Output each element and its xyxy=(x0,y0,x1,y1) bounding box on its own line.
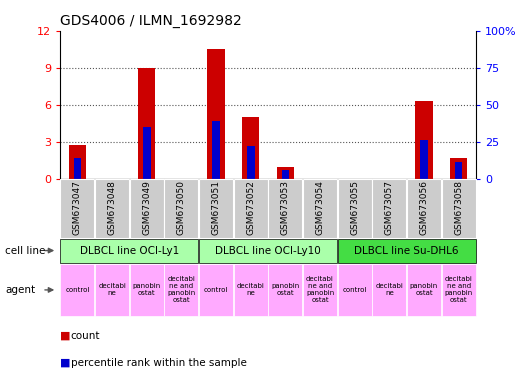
Bar xyxy=(199,238,337,263)
Bar xyxy=(61,179,95,238)
Text: decitabi
ne: decitabi ne xyxy=(237,283,265,296)
Text: decitabi
ne: decitabi ne xyxy=(98,283,126,296)
Text: decitabi
ne: decitabi ne xyxy=(376,283,403,296)
Text: GSM673055: GSM673055 xyxy=(350,180,359,235)
Bar xyxy=(234,179,268,238)
Bar xyxy=(268,263,302,316)
Bar xyxy=(69,145,86,179)
Bar xyxy=(338,238,475,263)
Text: decitabi
ne and
panobin
ostat: decitabi ne and panobin ostat xyxy=(167,276,196,303)
Text: decitabi
ne and
panobin
ostat: decitabi ne and panobin ostat xyxy=(445,276,473,303)
Bar xyxy=(164,179,198,238)
Text: GSM673057: GSM673057 xyxy=(385,180,394,235)
Bar xyxy=(61,238,198,263)
Bar xyxy=(407,263,441,316)
Bar xyxy=(199,179,233,238)
Bar xyxy=(138,68,155,179)
Bar xyxy=(268,179,302,238)
Bar xyxy=(164,263,198,316)
Bar xyxy=(130,263,164,316)
Bar xyxy=(242,117,259,179)
Bar xyxy=(450,157,467,179)
Text: decitabi
ne and
panobin
ostat: decitabi ne and panobin ostat xyxy=(306,276,334,303)
Bar xyxy=(303,179,337,238)
Text: control: control xyxy=(65,287,89,293)
Text: percentile rank within the sample: percentile rank within the sample xyxy=(71,358,246,368)
Text: cell line: cell line xyxy=(5,245,46,256)
Bar xyxy=(277,167,294,179)
Bar xyxy=(130,179,164,238)
Bar xyxy=(441,263,475,316)
Bar xyxy=(338,179,372,238)
Bar xyxy=(415,101,433,179)
Text: GDS4006 / ILMN_1692982: GDS4006 / ILMN_1692982 xyxy=(60,14,242,28)
Text: ■: ■ xyxy=(60,331,71,341)
Bar xyxy=(95,179,129,238)
Text: GSM673053: GSM673053 xyxy=(281,180,290,235)
Text: GSM673054: GSM673054 xyxy=(315,180,324,235)
Bar xyxy=(208,49,225,179)
Bar xyxy=(61,263,95,316)
Text: control: control xyxy=(204,287,228,293)
Bar xyxy=(281,170,289,179)
Text: GSM673047: GSM673047 xyxy=(73,180,82,235)
Bar xyxy=(338,263,372,316)
Bar xyxy=(95,263,129,316)
Bar xyxy=(74,158,81,179)
Bar xyxy=(199,263,233,316)
Text: agent: agent xyxy=(5,285,36,295)
Text: GSM673049: GSM673049 xyxy=(142,180,151,235)
Text: GSM673052: GSM673052 xyxy=(246,180,255,235)
Bar xyxy=(143,127,151,179)
Text: DLBCL line Su-DHL6: DLBCL line Su-DHL6 xyxy=(355,245,459,256)
Text: panobin
ostat: panobin ostat xyxy=(271,283,300,296)
Text: control: control xyxy=(343,287,367,293)
Text: DLBCL line OCI-Ly1: DLBCL line OCI-Ly1 xyxy=(80,245,179,256)
Text: panobin
ostat: panobin ostat xyxy=(410,283,438,296)
Bar xyxy=(234,263,268,316)
Bar xyxy=(247,146,255,179)
Bar xyxy=(303,263,337,316)
Bar xyxy=(372,263,406,316)
Bar xyxy=(407,179,441,238)
Text: panobin
ostat: panobin ostat xyxy=(133,283,161,296)
Bar xyxy=(441,179,475,238)
Text: GSM673058: GSM673058 xyxy=(454,180,463,235)
Text: GSM673056: GSM673056 xyxy=(419,180,428,235)
Text: GSM673048: GSM673048 xyxy=(108,180,117,235)
Bar xyxy=(420,140,428,179)
Text: GSM673051: GSM673051 xyxy=(212,180,221,235)
Text: GSM673050: GSM673050 xyxy=(177,180,186,235)
Text: DLBCL line OCI-Ly10: DLBCL line OCI-Ly10 xyxy=(215,245,321,256)
Bar xyxy=(212,121,220,179)
Text: ■: ■ xyxy=(60,358,71,368)
Bar xyxy=(455,162,462,179)
Text: count: count xyxy=(71,331,100,341)
Bar xyxy=(372,179,406,238)
